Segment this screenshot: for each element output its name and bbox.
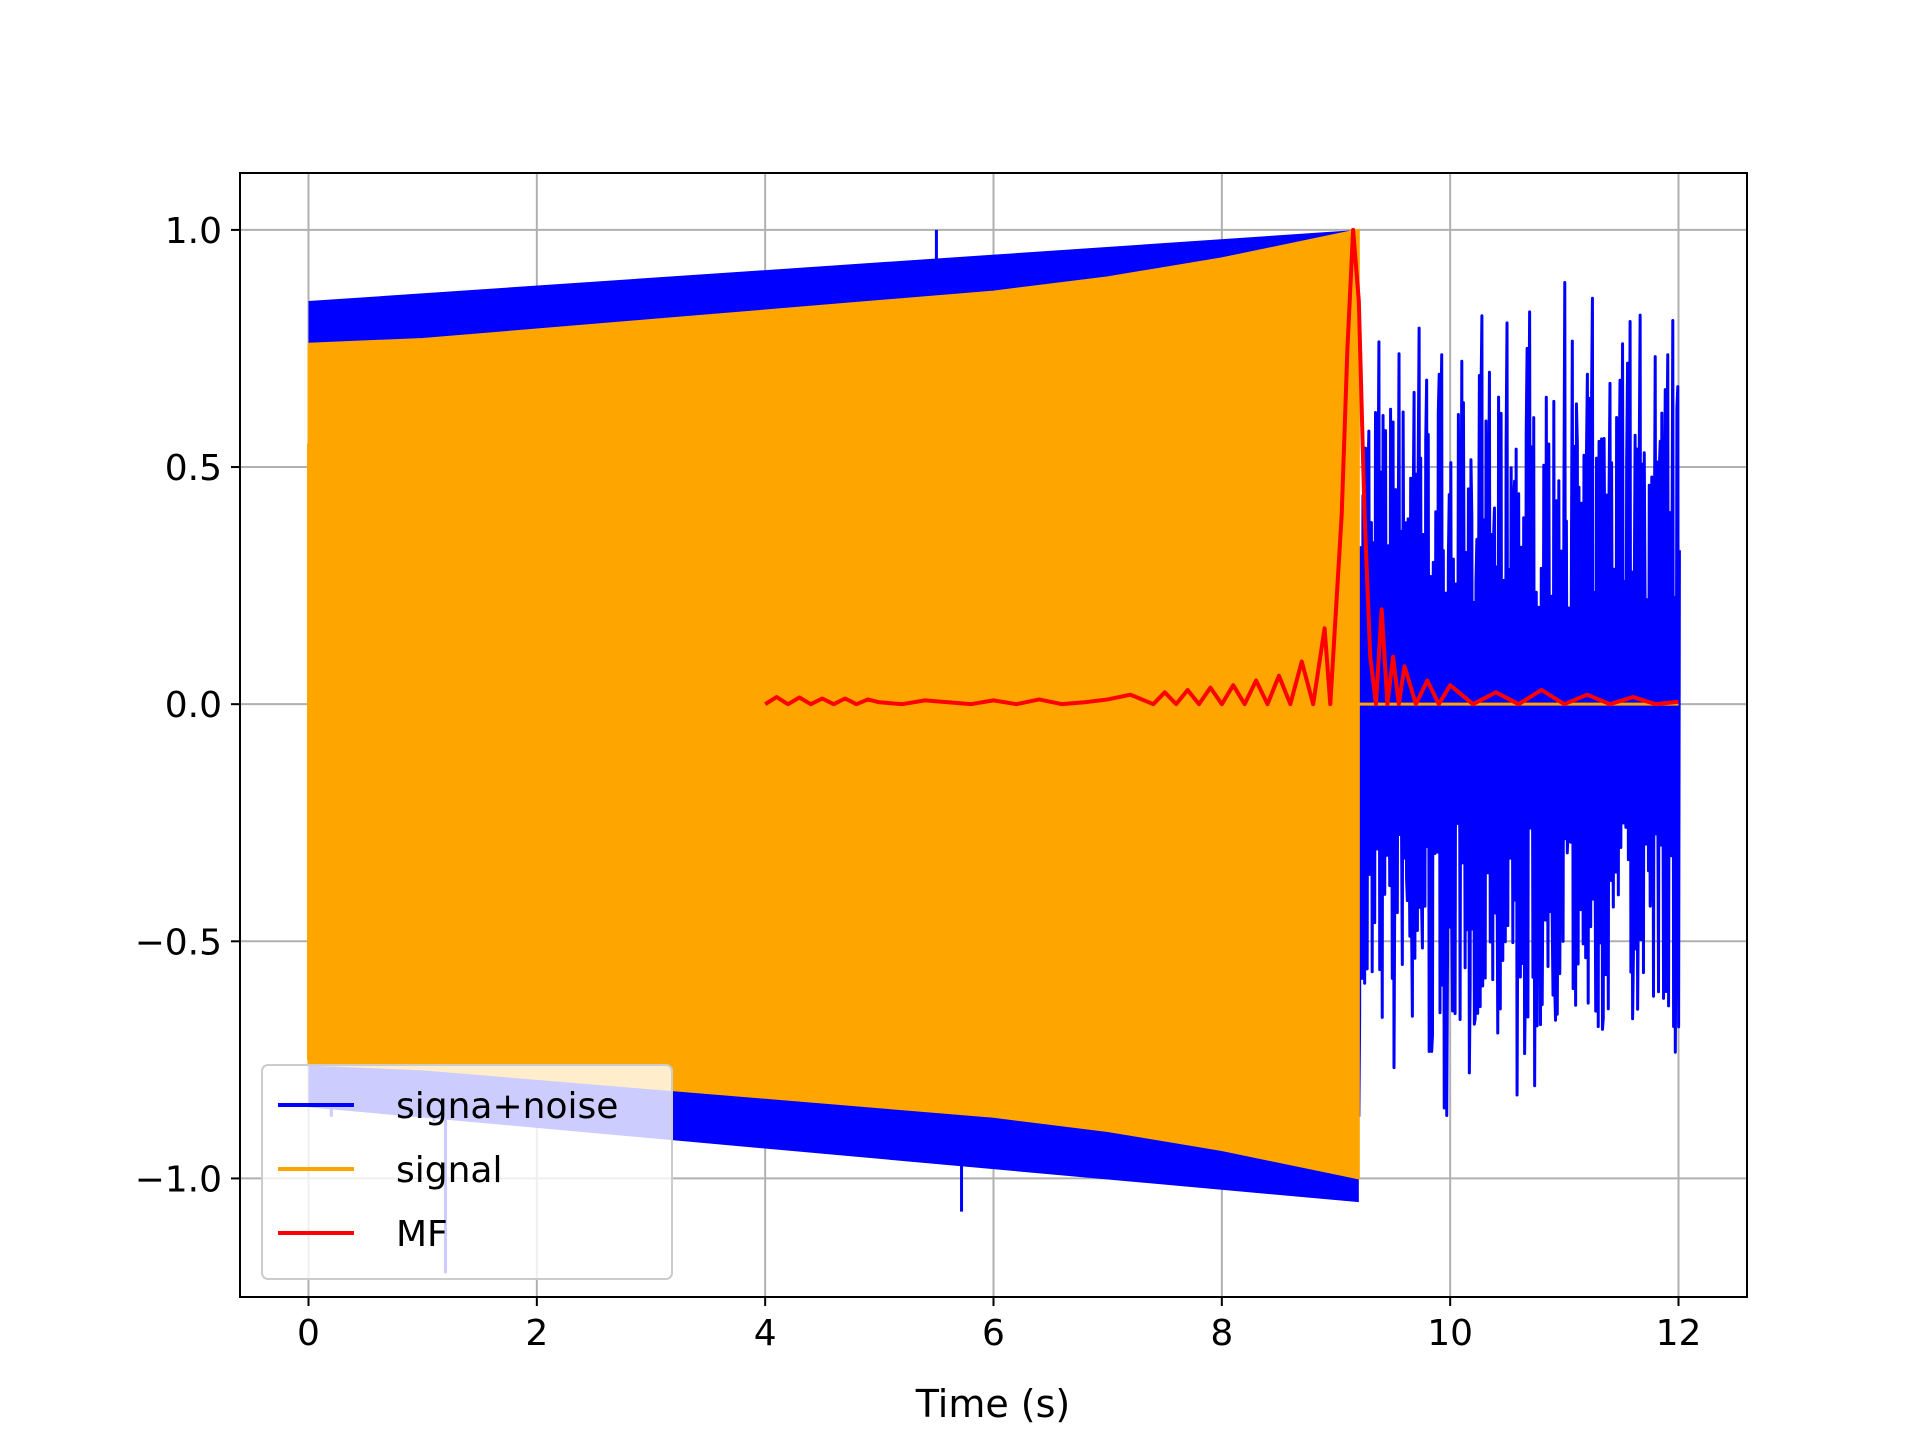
legend-label: signa+noise bbox=[396, 1086, 618, 1127]
legend-box bbox=[261, 1064, 673, 1280]
y-tick-label: 0.0 bbox=[165, 685, 222, 726]
y-tick-label: −0.5 bbox=[135, 922, 222, 963]
x-tick-label: 8 bbox=[1210, 1313, 1233, 1354]
y-tick-label: 0.5 bbox=[165, 448, 222, 489]
x-tick-label: 4 bbox=[754, 1313, 777, 1354]
x-axis-label: Time (s) bbox=[915, 1382, 1071, 1426]
plot-area bbox=[307, 227, 1681, 1274]
legend-label: MF bbox=[396, 1214, 448, 1255]
signa-noise-trace bbox=[1357, 281, 1681, 1117]
y-tick-label: 1.0 bbox=[165, 211, 222, 252]
x-tick-label: 12 bbox=[1656, 1313, 1702, 1354]
legend: signa+noise signal MF bbox=[261, 1064, 673, 1280]
x-tick-label: 6 bbox=[982, 1313, 1005, 1354]
x-tick-label: 2 bbox=[525, 1313, 548, 1354]
y-tick-label: −1.0 bbox=[135, 1159, 222, 1200]
axis-ticks: 0 2 4 6 8 10 12 −1.0 −0.5 0.0 0.5 1.0 bbox=[135, 211, 1702, 1354]
mf-line bbox=[764, 227, 1679, 707]
series-mf bbox=[764, 227, 1679, 707]
x-tick-label: 10 bbox=[1427, 1313, 1473, 1354]
x-tick-label: 0 bbox=[297, 1313, 320, 1354]
legend-label: signal bbox=[396, 1150, 503, 1191]
